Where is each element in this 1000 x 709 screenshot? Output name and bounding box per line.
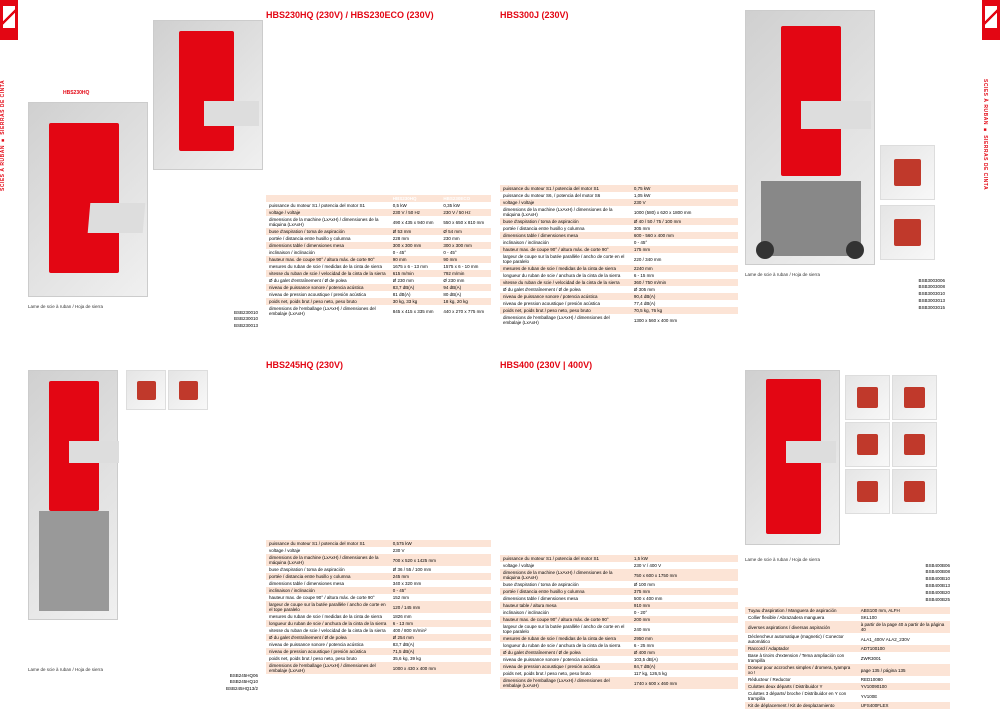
spec-table-wrap: puissance du moteur S1 / potencia del mo…: [500, 555, 738, 689]
detail-thumb: [168, 370, 208, 410]
detail-thumb: [126, 370, 166, 410]
product-title: HBS400 (230V | 400V): [500, 360, 592, 370]
detail-thumb: [892, 375, 937, 420]
spec-table: puissance du moteur S1 / potencia del mo…: [266, 540, 491, 674]
detail-thumb: [892, 469, 937, 514]
product-title: HBS245HQ (230V): [266, 360, 343, 370]
variant-label: HBS230HQ: [63, 90, 89, 96]
detail-thumb: [892, 422, 937, 467]
thumb-strip: [126, 370, 208, 410]
product-image: [745, 370, 840, 545]
product-title: HBS230HQ (230V) / HBS230ECO (230V): [266, 10, 434, 20]
parts-list: Lame de scie à ruban / Hoja de sierra BS…: [745, 270, 945, 311]
spec-table-wrap: puissance du moteur S1 / potencia del mo…: [266, 540, 491, 674]
page-right: HBS300J (230V) puissance du moteur S1 / …: [500, 0, 1000, 707]
product-image: [153, 20, 263, 170]
spec-table: HBS230HQHBS230ECOpuissance du moteur S1 …: [266, 195, 491, 317]
page-left: HBS230HQ (230V) / HBS230ECO (230V) HBS23…: [0, 0, 500, 707]
detail-thumb: [880, 205, 935, 260]
spec-table: puissance du moteur S1 / potencia del mo…: [500, 555, 738, 689]
detail-thumb: [845, 422, 890, 467]
product-image: [28, 370, 118, 620]
detail-thumb: [845, 469, 890, 514]
product-image: [28, 102, 148, 297]
spec-table-wrap: HBS230HQHBS230ECOpuissance du moteur S1 …: [266, 195, 491, 317]
detail-thumb: [880, 145, 935, 200]
spec-table-wrap: puissance du moteur S1 / potencia del mo…: [500, 185, 738, 326]
parts-list: Lame de scie à ruban / Hoja de sierra BS…: [28, 302, 258, 330]
parts-list: Lame de scie à ruban / Hoja de sierra BS…: [745, 555, 950, 709]
product-image: [745, 10, 875, 265]
spec-table: puissance du moteur S1 / potencia del mo…: [500, 185, 738, 326]
detail-thumb: [845, 375, 890, 420]
thumb-strip: [880, 145, 935, 260]
accessories-table: Tuyau d'aspiration / Manguera de aspirac…: [745, 607, 950, 709]
parts-list: Lame de scie à ruban / Hoja de sierra BS…: [28, 665, 258, 693]
thumb-strip: [845, 375, 945, 514]
product-title: HBS300J (230V): [500, 10, 569, 20]
